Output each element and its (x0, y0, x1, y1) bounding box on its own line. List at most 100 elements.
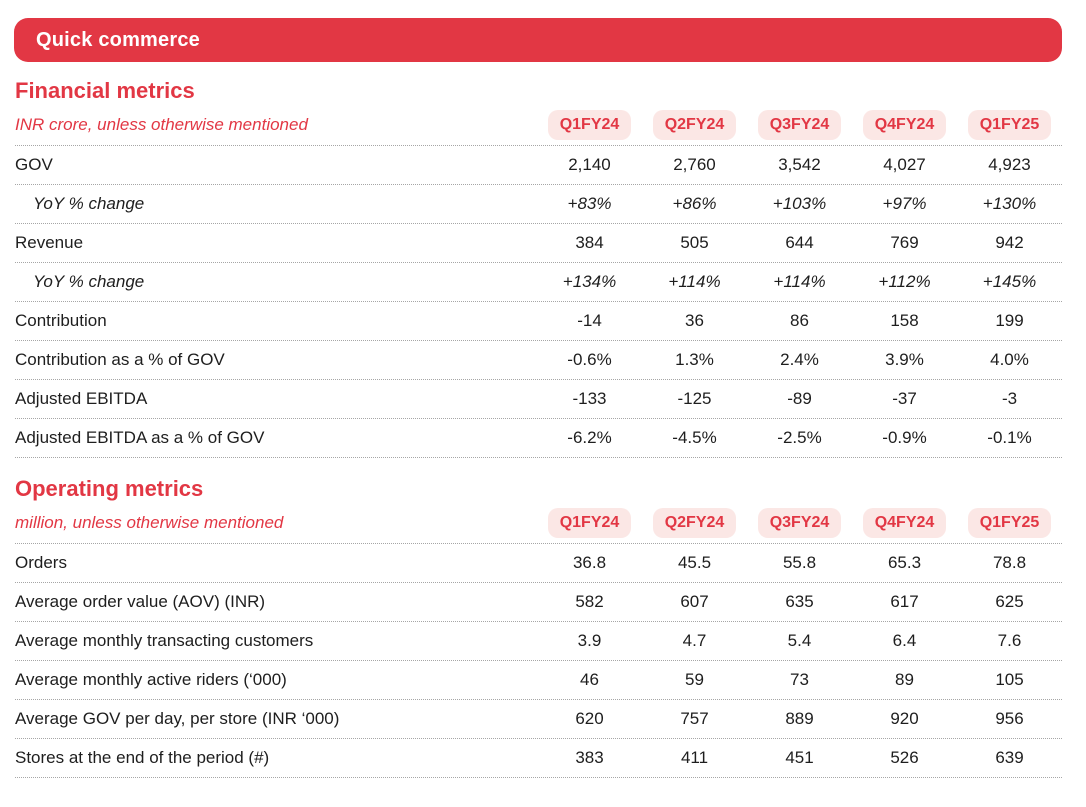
column-header-pill-q1fy25: Q1FY25 (967, 508, 1052, 538)
table-row-active-riders: Average monthly active riders (‘000) 46 … (15, 661, 1062, 700)
table-row-contribution-pct: Contribution as a % of GOV -0.6% 1.3% 2.… (15, 341, 1062, 380)
cell-value: 383 (575, 748, 604, 767)
cell-value: 3.9% (885, 350, 924, 369)
column-header-cell: Q1FY24 (537, 508, 642, 538)
cell-value: 199 (995, 311, 1024, 330)
cell-value: 639 (995, 748, 1024, 767)
cell-value: -37 (892, 389, 917, 408)
column-header-cell: Q1FY25 (957, 110, 1062, 140)
table-row-orders: Orders 36.8 45.5 55.8 65.3 78.8 (15, 544, 1062, 583)
table-row-gov-per-day-per-store: Average GOV per day, per store (INR ‘000… (15, 700, 1062, 739)
row-label: Contribution (15, 311, 107, 330)
operating-units-note: million, unless otherwise mentioned (15, 513, 284, 532)
cell-value: +114% (773, 272, 826, 291)
cell-value: 45.5 (677, 553, 712, 572)
column-header-pill-q1fy24: Q1FY24 (547, 508, 632, 538)
cell-value: 2,140 (568, 155, 611, 174)
operating-metrics-heading: Operating metrics (15, 476, 204, 501)
quick-commerce-banner: Quick commerce (14, 18, 1062, 62)
column-header-cell: Q3FY24 (747, 110, 852, 140)
column-header-pill-q1fy24: Q1FY24 (547, 110, 632, 140)
column-header-pill-q2fy24: Q2FY24 (652, 110, 737, 140)
table-row-adjusted-ebitda-pct: Adjusted EBITDA as a % of GOV -6.2% -4.5… (15, 419, 1062, 458)
row-label: YoY % change (33, 272, 145, 291)
cell-value: 920 (890, 709, 919, 728)
cell-value: 620 (575, 709, 604, 728)
cell-value: +130% (982, 194, 1037, 213)
row-label: Adjusted EBITDA as a % of GOV (15, 428, 265, 447)
row-label: Adjusted EBITDA (15, 389, 148, 408)
cell-value: +103% (772, 194, 827, 213)
cell-value: 36.8 (572, 553, 607, 572)
financial-header-row: INR crore, unless otherwise mentioned Q1… (15, 104, 1062, 146)
cell-value: 757 (680, 709, 709, 728)
cell-value: +97% (882, 194, 927, 213)
cell-value: -3 (1001, 389, 1018, 408)
cell-value: 4,923 (988, 155, 1031, 174)
cell-value: -4.5% (672, 428, 717, 447)
row-label: Stores at the end of the period (#) (15, 748, 270, 767)
row-label: Orders (15, 553, 67, 572)
cell-value: -6.2% (567, 428, 612, 447)
operating-header-row: million, unless otherwise mentioned Q1FY… (15, 502, 1062, 544)
cell-value: 65.3 (887, 553, 922, 572)
cell-value: -14 (577, 311, 602, 330)
cell-value: 46 (580, 670, 599, 689)
row-label: GOV (15, 155, 53, 174)
cell-value: 384 (575, 233, 604, 252)
cell-value: +112% (878, 272, 931, 291)
cell-value: 7.6 (997, 631, 1022, 650)
cell-value: -0.9% (882, 428, 927, 447)
cell-value: 2.4% (780, 350, 819, 369)
row-label: Average GOV per day, per store (INR ‘000… (15, 709, 340, 728)
column-header-cell: Q4FY24 (852, 110, 957, 140)
cell-value: 3,542 (778, 155, 821, 174)
table-row-stores: Stores at the end of the period (#) 383 … (15, 739, 1062, 778)
cell-value: 2,760 (673, 155, 716, 174)
cell-value: 411 (680, 748, 709, 767)
cell-value: -125 (677, 389, 712, 408)
cell-value: 451 (785, 748, 814, 767)
cell-value: 582 (575, 592, 604, 611)
column-header-pill-q3fy24: Q3FY24 (757, 508, 842, 538)
operating-metrics-table: million, unless otherwise mentioned Q1FY… (15, 502, 1062, 778)
column-header-pill-q4fy24: Q4FY24 (862, 110, 947, 140)
cell-value: 769 (890, 233, 919, 252)
cell-value: 889 (785, 709, 814, 728)
table-row-contribution: Contribution -14 36 86 158 199 (15, 302, 1062, 341)
cell-value: 5.4 (787, 631, 812, 650)
column-header-cell: Q4FY24 (852, 508, 957, 538)
cell-value: 942 (995, 233, 1024, 252)
cell-value: 526 (890, 748, 919, 767)
column-header-cell: Q2FY24 (642, 508, 747, 538)
cell-value: 644 (785, 233, 814, 252)
table-row-gov: GOV 2,140 2,760 3,542 4,027 4,923 (15, 146, 1062, 185)
cell-value: +134% (562, 272, 617, 291)
cell-value: 3.9 (577, 631, 602, 650)
cell-value: 4.7 (682, 631, 707, 650)
cell-value: +83% (567, 194, 612, 213)
cell-value: 6.4 (892, 631, 917, 650)
cell-value: 635 (785, 592, 814, 611)
cell-value: +86% (672, 194, 717, 213)
table-row-gov-yoy: YoY % change +83% +86% +103% +97% +130% (15, 185, 1062, 224)
column-header-pill-q2fy24: Q2FY24 (652, 508, 737, 538)
column-header-pill-q3fy24: Q3FY24 (757, 110, 842, 140)
cell-value: 55.8 (782, 553, 817, 572)
cell-value: 617 (890, 592, 919, 611)
table-row-revenue-yoy: YoY % change +134% +114% +114% +112% +14… (15, 263, 1062, 302)
banner-title: Quick commerce (36, 28, 200, 51)
cell-value: 505 (680, 233, 709, 252)
column-header-cell: Q1FY25 (957, 508, 1062, 538)
cell-value: 158 (890, 311, 919, 330)
cell-value: 105 (995, 670, 1024, 689)
cell-value: 607 (680, 592, 709, 611)
cell-value: 36 (685, 311, 704, 330)
cell-value: 86 (790, 311, 809, 330)
cell-value: -0.6% (567, 350, 612, 369)
row-label: YoY % change (33, 194, 145, 213)
cell-value: +145% (982, 272, 1037, 291)
row-label: Contribution as a % of GOV (15, 350, 225, 369)
cell-value: 4,027 (883, 155, 926, 174)
cell-value: -133 (572, 389, 607, 408)
